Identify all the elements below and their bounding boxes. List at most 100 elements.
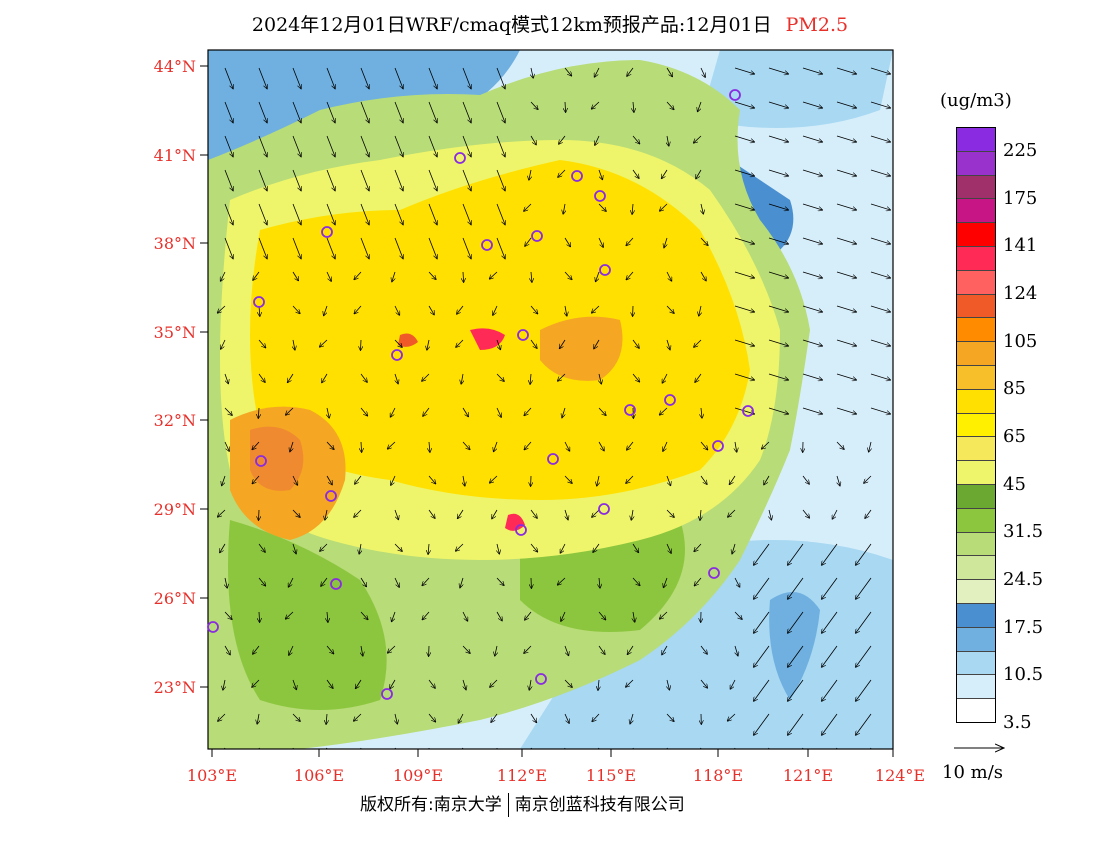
station-ring bbox=[599, 264, 611, 276]
wind-arrow bbox=[224, 645, 230, 655]
wind-arrow bbox=[224, 373, 228, 383]
wind-arrow bbox=[630, 713, 633, 724]
wind-arrow bbox=[660, 611, 668, 619]
wind-arrow bbox=[598, 679, 599, 690]
wind-arrow bbox=[597, 475, 599, 486]
wind-arrow bbox=[864, 475, 872, 483]
wind-arrow bbox=[660, 203, 668, 211]
wind-arrow bbox=[292, 271, 298, 281]
wind-arrow bbox=[564, 271, 572, 279]
wind-arrow bbox=[632, 203, 633, 214]
wind-arrow bbox=[870, 407, 890, 414]
wind-arrow bbox=[428, 203, 437, 225]
wind-arrow bbox=[491, 713, 498, 722]
wind-arrow bbox=[292, 67, 301, 89]
wind-arrow bbox=[768, 169, 788, 176]
wind-arrow bbox=[496, 339, 500, 349]
wind-arrow bbox=[667, 679, 669, 690]
wind-arrow bbox=[354, 713, 362, 721]
wind-arrow bbox=[428, 543, 429, 554]
station-ring bbox=[571, 170, 583, 182]
wind-arrow bbox=[394, 203, 403, 225]
wind-arrow bbox=[392, 271, 395, 282]
wind-arrow bbox=[564, 645, 569, 655]
wind-arrow bbox=[321, 577, 328, 586]
wind-arrow bbox=[395, 713, 397, 724]
wind-arrow bbox=[695, 577, 702, 586]
colorbar-label: 31.5 bbox=[1003, 521, 1044, 543]
wind-arrow bbox=[286, 611, 294, 619]
wind-arrow bbox=[592, 305, 600, 313]
wind-arrow bbox=[259, 611, 260, 622]
wind-arrow bbox=[429, 441, 430, 452]
wind-arrow bbox=[565, 305, 567, 316]
wind-arrow bbox=[360, 373, 367, 382]
wind-arrow bbox=[627, 441, 634, 450]
wind-arrow bbox=[222, 475, 226, 485]
wind-arrow bbox=[428, 271, 436, 279]
wind-arrow bbox=[836, 101, 856, 108]
wind-arrow bbox=[388, 441, 396, 449]
wind-arrow bbox=[354, 271, 362, 279]
station-ring bbox=[454, 152, 466, 164]
wind-arrow bbox=[422, 373, 430, 381]
wind-arrow bbox=[764, 475, 770, 485]
wind-arrow bbox=[224, 407, 232, 415]
wind-scale-label: 10 m/s bbox=[942, 762, 1003, 783]
wind-arrow bbox=[496, 135, 505, 157]
wind-arrow bbox=[490, 679, 498, 687]
wind-arrow bbox=[734, 611, 742, 619]
wind-arrow bbox=[326, 67, 335, 89]
colorbar-label: 24.5 bbox=[1003, 568, 1044, 590]
wind-arrow bbox=[360, 101, 369, 123]
legend-unit: (ug/m3) bbox=[940, 90, 1012, 111]
wind-arrow bbox=[822, 611, 838, 633]
wind-arrow bbox=[666, 543, 671, 553]
colorbar-label: 85 bbox=[1003, 378, 1026, 400]
wind-arrow bbox=[292, 169, 301, 191]
wind-arrow bbox=[463, 679, 466, 690]
wind-arrow bbox=[496, 611, 502, 621]
wind-arrow bbox=[218, 305, 226, 313]
colorbar bbox=[956, 127, 996, 723]
colorbar-label: 141 bbox=[1003, 235, 1038, 257]
lon-label: 103°E bbox=[187, 766, 237, 785]
wind-arrow bbox=[694, 543, 702, 551]
wind-arrow bbox=[462, 135, 471, 157]
wind-arrow bbox=[288, 373, 294, 382]
colorbar-swatch bbox=[957, 389, 995, 414]
wind-arrow bbox=[530, 339, 537, 348]
station-ring bbox=[531, 230, 543, 242]
wind-arrow bbox=[734, 305, 754, 312]
wind-arrow bbox=[598, 441, 604, 451]
wind-arrow bbox=[292, 305, 300, 313]
wind-arrow bbox=[701, 407, 702, 418]
wind-arrow bbox=[802, 169, 822, 176]
colorbar-swatch bbox=[957, 223, 995, 247]
wind-arrow bbox=[666, 509, 674, 517]
taiwan-strait bbox=[769, 592, 820, 700]
station-ring bbox=[381, 688, 393, 700]
wind-arrow bbox=[802, 475, 809, 484]
colorbar-swatch bbox=[957, 342, 995, 366]
lat-label: 35°N bbox=[154, 323, 196, 342]
wind-arrow bbox=[594, 339, 600, 349]
wind-arrow bbox=[525, 237, 532, 246]
wind-arrow bbox=[326, 713, 327, 724]
wind-arrow bbox=[599, 577, 600, 588]
wind-arrow bbox=[326, 203, 335, 225]
station-ring bbox=[594, 190, 606, 202]
colorbar-label: 10.5 bbox=[1003, 664, 1044, 686]
wind-arrow bbox=[768, 305, 788, 312]
wind-arrow bbox=[822, 543, 838, 565]
wind-arrow bbox=[462, 407, 468, 417]
wind-arrow bbox=[529, 679, 531, 690]
wind-arrow bbox=[564, 441, 570, 451]
wind-arrow bbox=[428, 67, 437, 89]
wind-arrow bbox=[769, 509, 771, 520]
wind-arrow bbox=[253, 271, 260, 280]
wind-arrow bbox=[225, 577, 227, 588]
wind-arrow bbox=[836, 271, 856, 278]
wind-arrow bbox=[524, 441, 532, 450]
wind-arrow bbox=[734, 203, 754, 210]
